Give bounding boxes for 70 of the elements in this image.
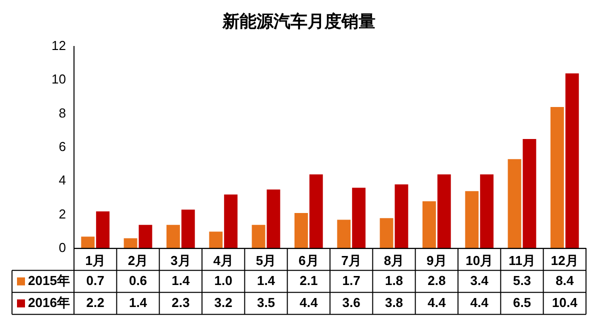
bar (124, 238, 138, 248)
data-label: 1.8 (384, 272, 404, 288)
data-label: 2.1 (300, 272, 318, 288)
legend-label: 2015年 (28, 272, 70, 288)
bar (522, 138, 536, 248)
bar (181, 210, 195, 248)
data-label: 4.4 (470, 294, 490, 310)
data-label: 8.4 (556, 272, 574, 288)
data-label: 4.4 (300, 294, 318, 310)
bar (309, 174, 323, 248)
data-label: 10.4 (552, 294, 578, 310)
bar (480, 174, 494, 248)
x-tick-label: 4月 (213, 252, 234, 268)
bar (138, 224, 152, 248)
data-label: 1.4 (172, 272, 190, 288)
x-tick-label: 2月 (128, 252, 148, 268)
bar (465, 191, 479, 248)
data-label: 3.6 (342, 294, 360, 310)
y-tick-label: 12 (52, 38, 66, 53)
bar (224, 194, 238, 248)
x-tick-label: 6月 (298, 252, 319, 268)
data-label: 3.5 (256, 294, 276, 310)
bar (422, 201, 436, 248)
bar (96, 211, 110, 248)
data-label: 2.3 (172, 294, 190, 310)
bar (252, 224, 266, 248)
bar (352, 188, 366, 248)
legend-label: 2016年 (28, 294, 70, 310)
bar (294, 213, 308, 248)
bar (266, 189, 280, 248)
bar (166, 224, 180, 248)
data-label: 4.4 (428, 294, 446, 310)
data-label: 5.3 (512, 272, 532, 288)
bar (81, 236, 95, 248)
data-label: 6.5 (512, 294, 532, 310)
bar (380, 218, 394, 248)
y-tick-label: 4 (58, 172, 66, 188)
data-label: 1.4 (256, 272, 276, 288)
chart-title: 新能源汽车月度销量 (222, 12, 376, 31)
y-tick-label: 8 (58, 105, 66, 120)
y-tick-label: 6 (58, 138, 66, 154)
data-label: 0.7 (86, 272, 104, 288)
data-label: 3.4 (470, 272, 490, 288)
y-tick-label: 2 (58, 206, 66, 222)
bar (550, 107, 564, 248)
x-tick-label: 11月 (508, 252, 536, 268)
x-tick-label: 3月 (170, 252, 191, 268)
data-label: 1.0 (214, 272, 232, 288)
x-tick-label: 7月 (341, 252, 362, 268)
y-tick-label: 0 (58, 240, 66, 255)
x-tick-label: 1月 (85, 252, 106, 268)
x-tick-label: 8月 (384, 252, 404, 268)
x-tick-label: 5月 (256, 252, 276, 268)
bar (337, 220, 351, 248)
x-tick-label: 9月 (426, 252, 447, 268)
data-label: 2.8 (428, 272, 446, 288)
bar (394, 184, 408, 248)
x-tick-label: 10月 (466, 252, 494, 268)
bar (437, 174, 451, 248)
data-label: 3.8 (384, 294, 404, 310)
data-label: 3.2 (214, 294, 232, 310)
x-tick-label: 12月 (550, 252, 578, 268)
data-label: 2.2 (86, 294, 104, 310)
bar (565, 73, 579, 248)
data-label: 0.6 (128, 272, 148, 288)
bar (508, 159, 522, 248)
data-label: 1.4 (128, 294, 148, 310)
data-label: 1.7 (342, 272, 360, 288)
bar (209, 232, 223, 248)
y-tick-label: 10 (52, 72, 66, 87)
